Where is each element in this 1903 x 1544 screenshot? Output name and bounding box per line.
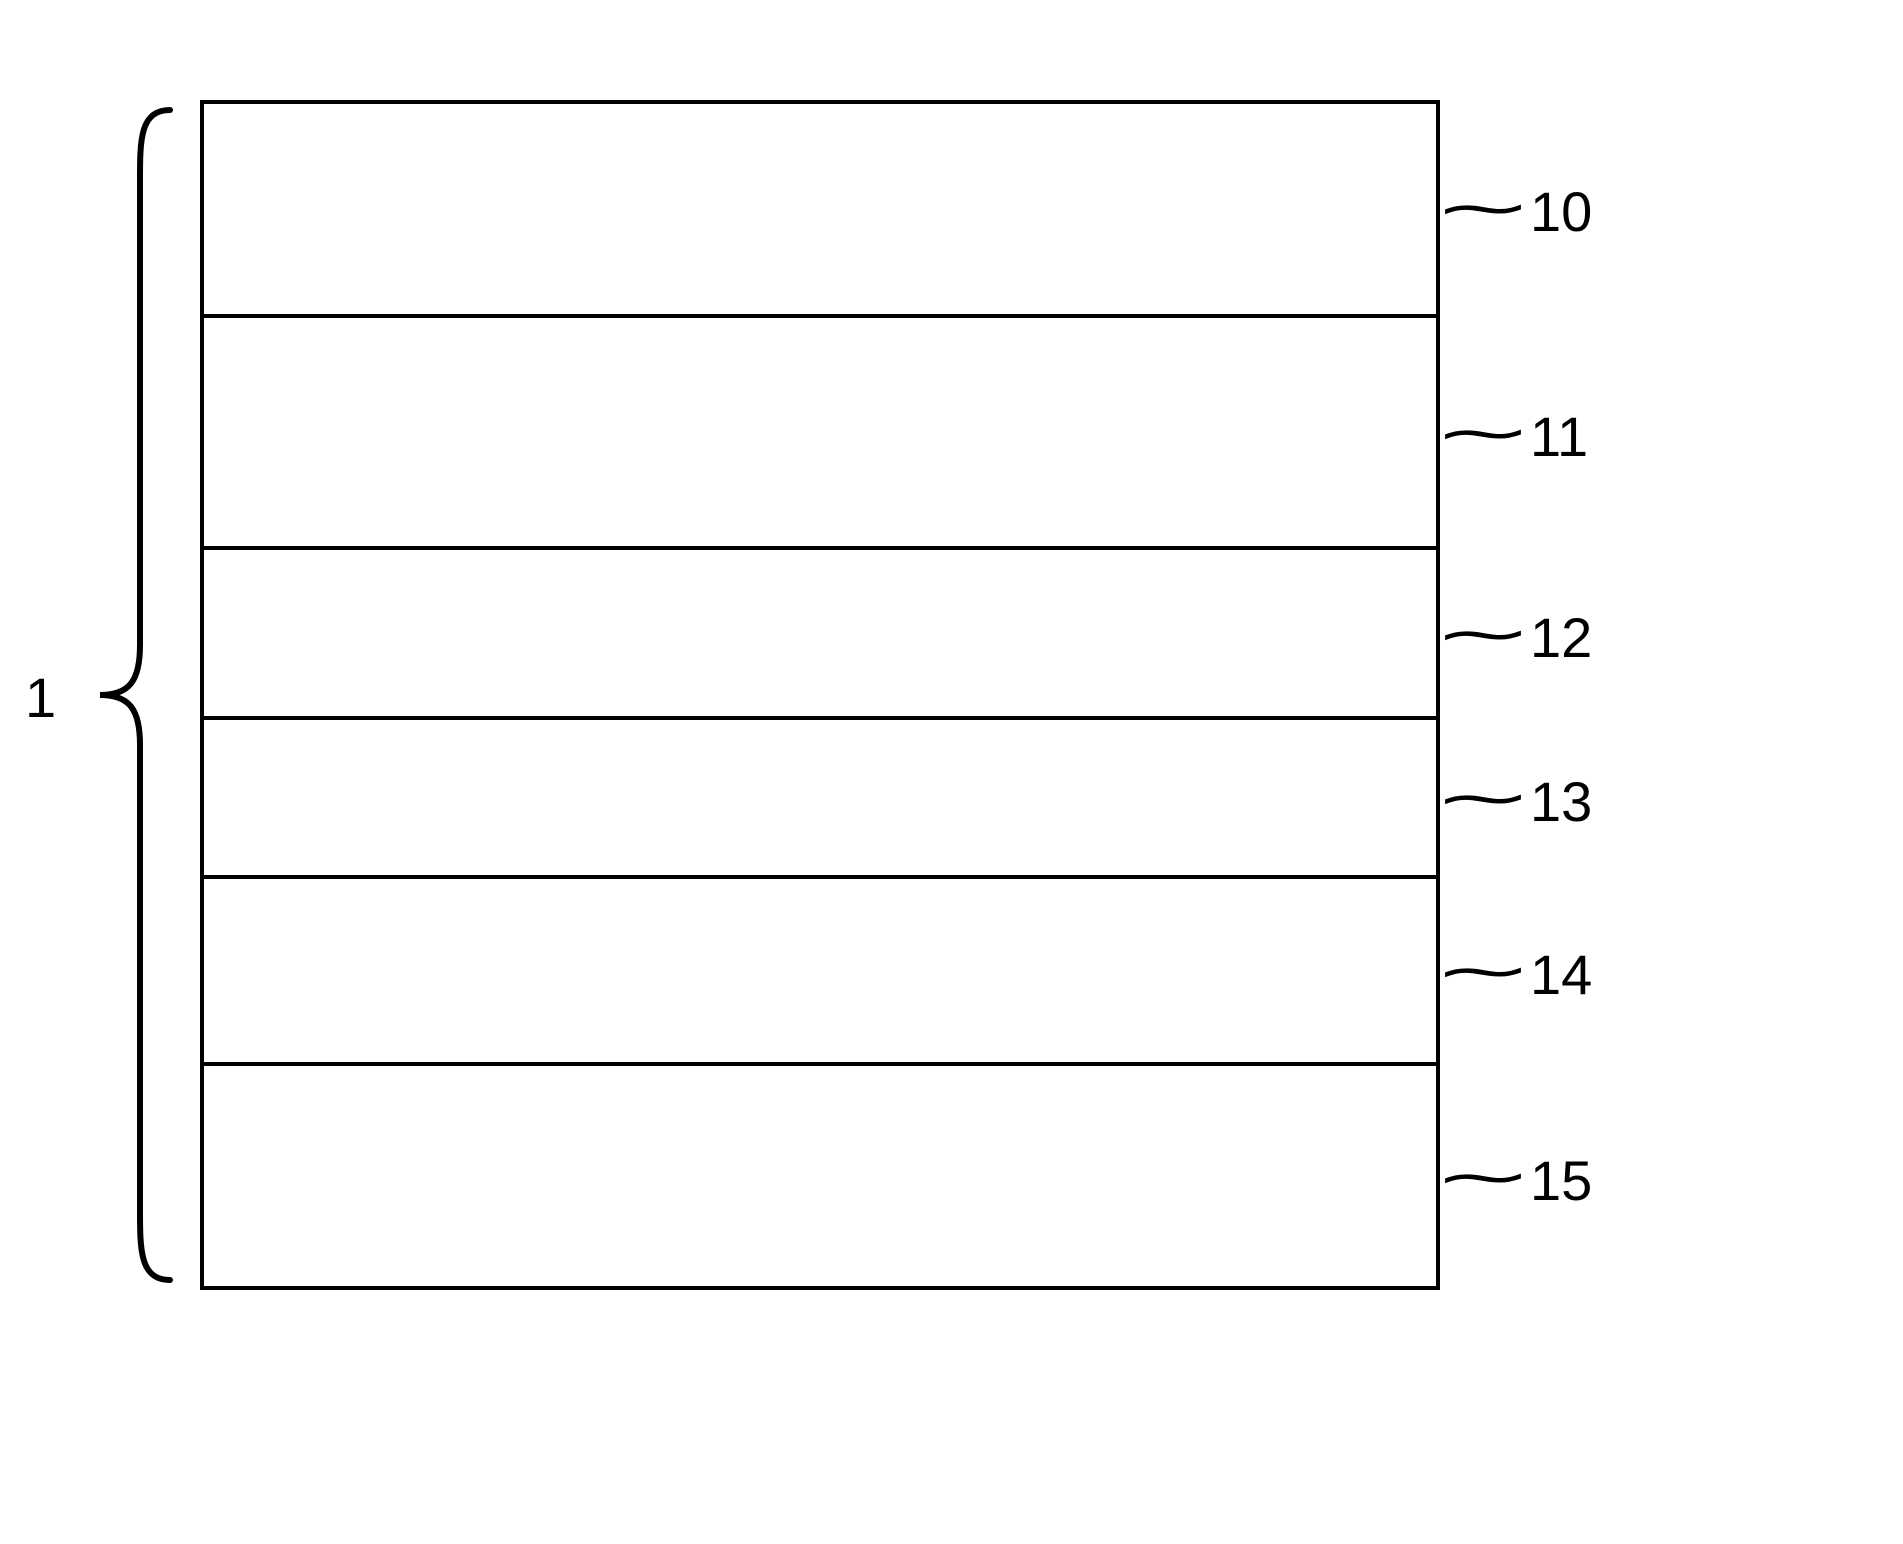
layer-label-10: 10 bbox=[1530, 179, 1592, 244]
layer-10 bbox=[200, 100, 1440, 318]
group-label: 1 bbox=[25, 665, 56, 730]
layer-label-12: 12 bbox=[1530, 605, 1592, 670]
layer-12 bbox=[200, 550, 1440, 720]
layer-label-11: 11 bbox=[1530, 404, 1588, 469]
layer-11 bbox=[200, 318, 1440, 550]
layer-15 bbox=[200, 1066, 1440, 1290]
layer-stack bbox=[200, 100, 1440, 1290]
layer-diagram: 1 ⁓ 10 ⁓ 11 ⁓ 12 ⁓ 13 ⁓ 14 ⁓ 15 bbox=[200, 100, 1440, 1290]
leader-mark: ⁓ bbox=[1441, 601, 1525, 667]
leader-mark: ⁓ bbox=[1441, 175, 1525, 241]
leader-mark: ⁓ bbox=[1441, 400, 1525, 466]
layer-14 bbox=[200, 879, 1440, 1066]
group-brace bbox=[90, 100, 180, 1290]
leader-mark: ⁓ bbox=[1441, 1144, 1525, 1210]
leader-mark: ⁓ bbox=[1441, 938, 1525, 1004]
leader-mark: ⁓ bbox=[1441, 765, 1525, 831]
layer-label-15: 15 bbox=[1530, 1148, 1592, 1213]
layer-label-13: 13 bbox=[1530, 769, 1592, 834]
layer-label-14: 14 bbox=[1530, 942, 1592, 1007]
layer-13 bbox=[200, 720, 1440, 879]
